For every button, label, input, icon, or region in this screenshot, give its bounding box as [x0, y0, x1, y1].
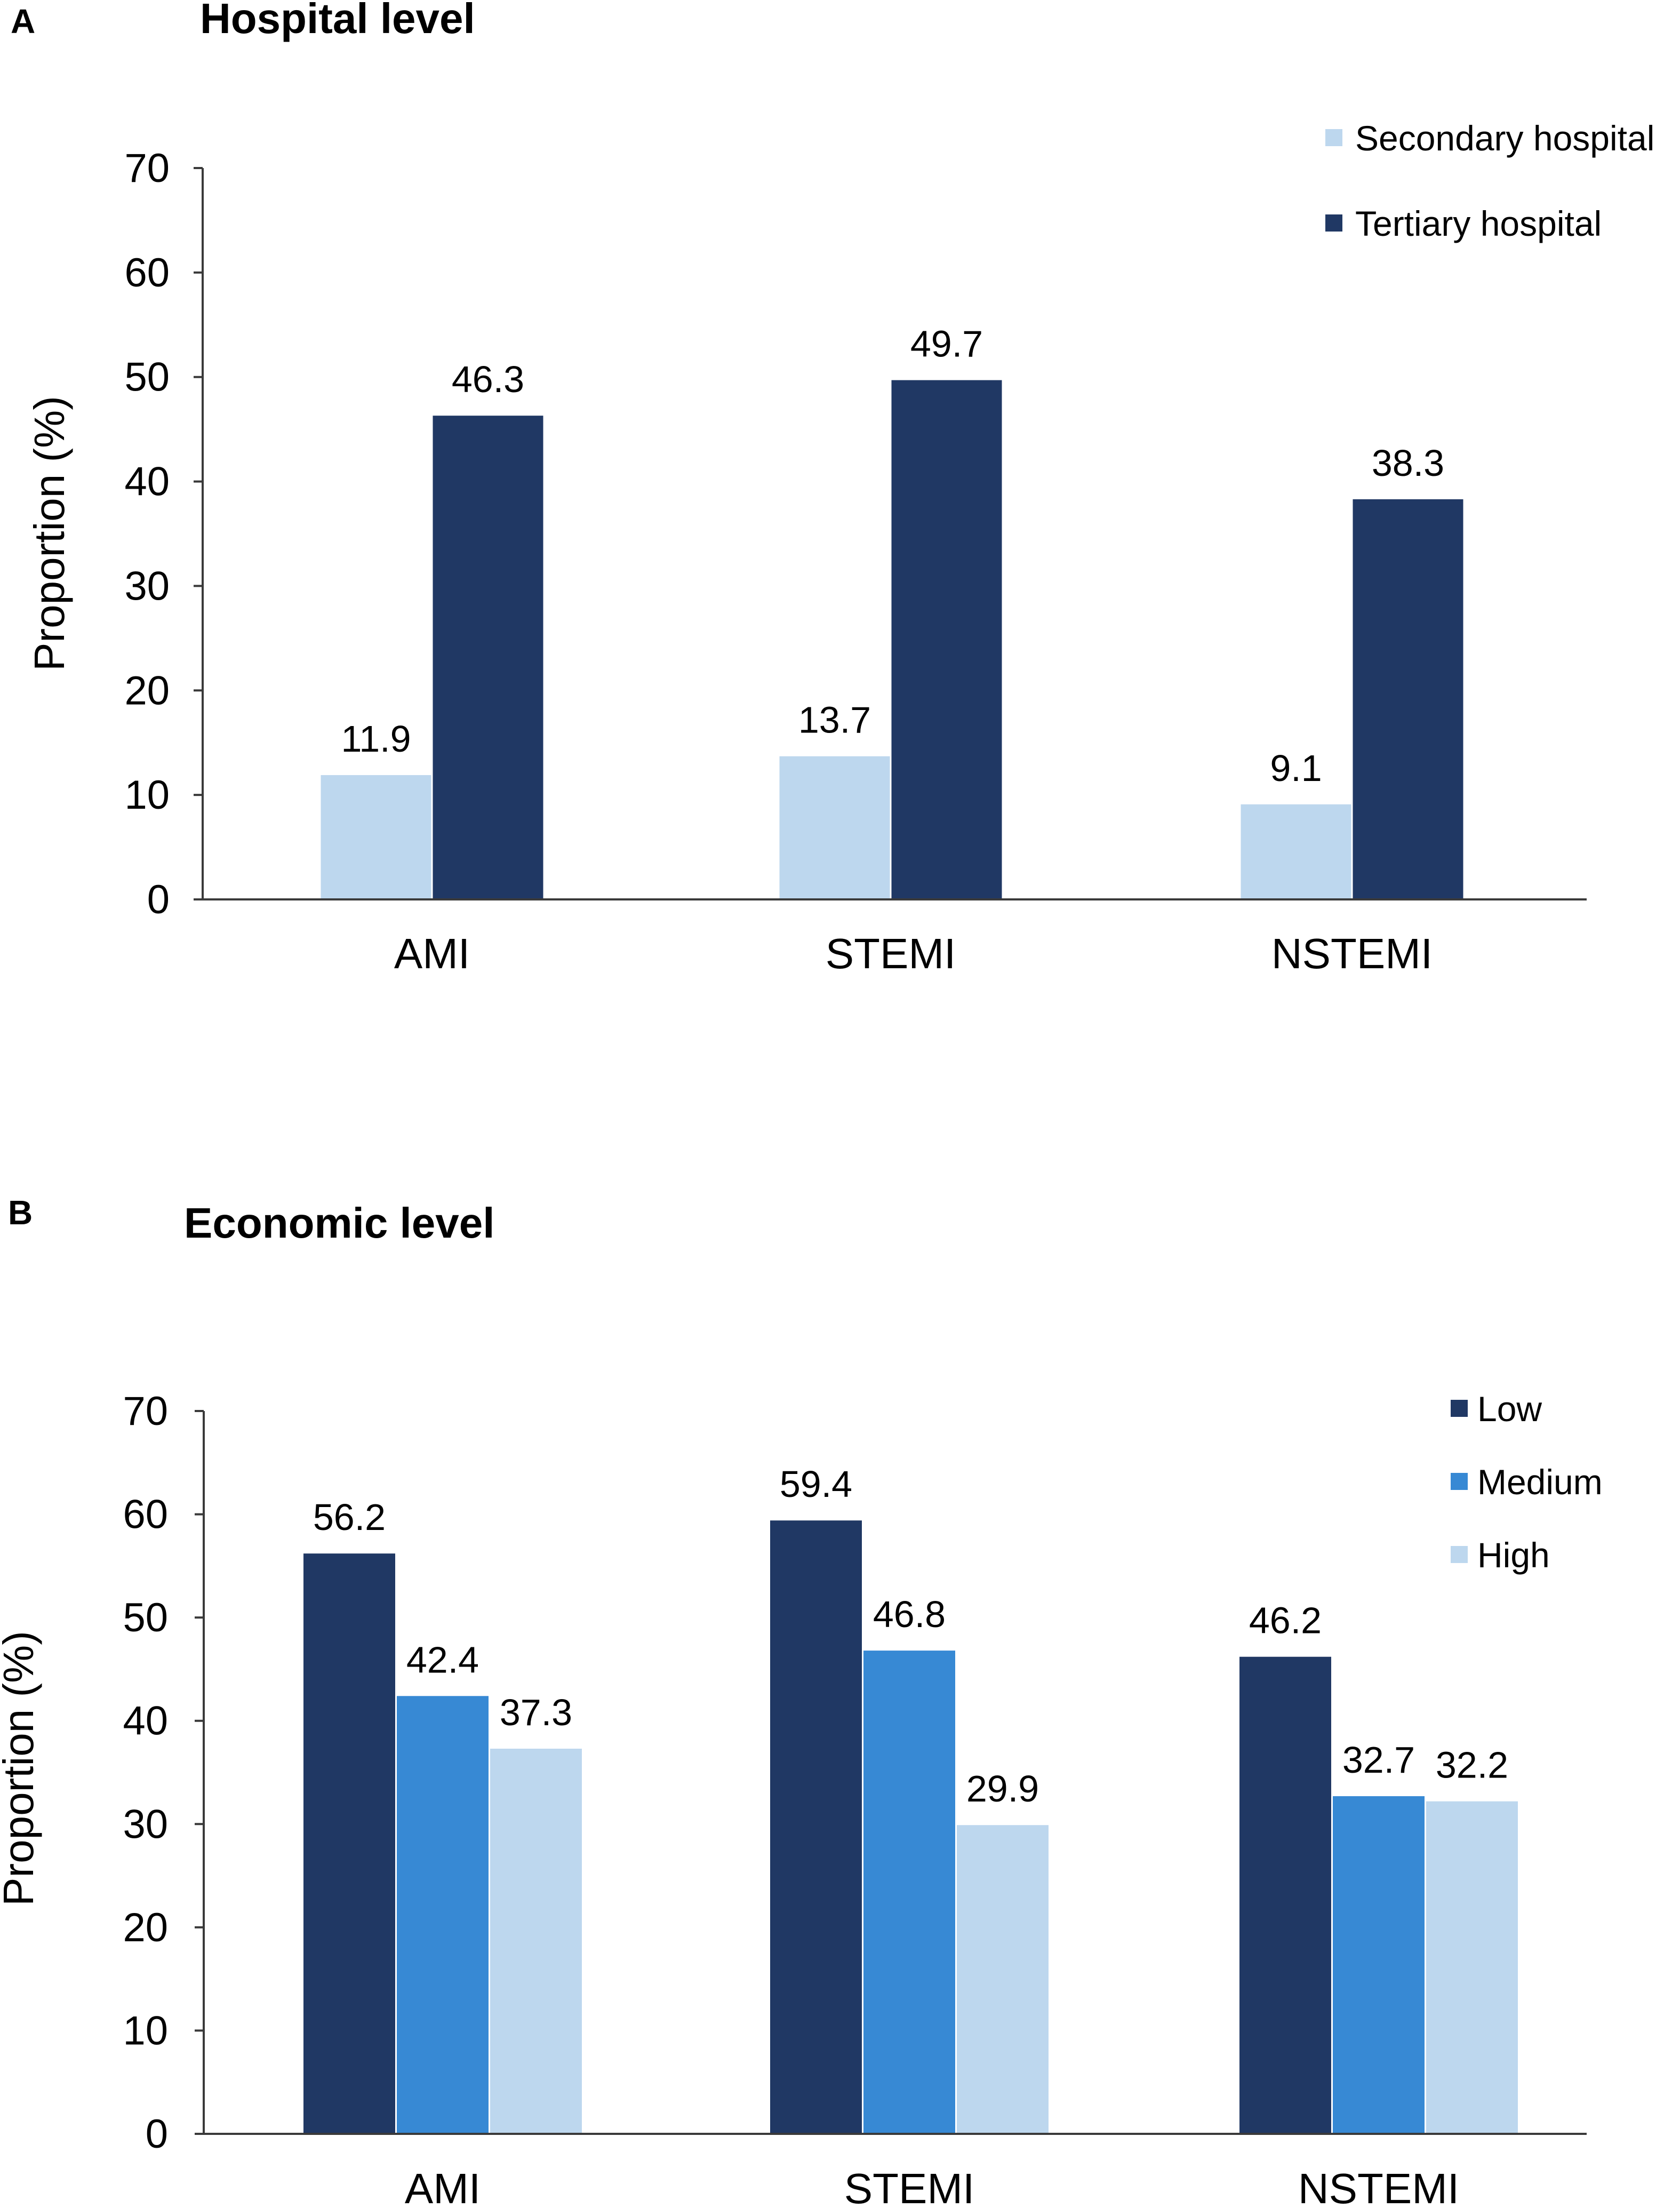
- panel-a-x-tick-labels: AMI STEMI NSTEMI: [394, 930, 1433, 977]
- panel-a-bar-nstemi-secondary-hospital: [1241, 804, 1351, 899]
- panel-a-y-tick-label: 40: [124, 459, 170, 505]
- panel-b-y-tick-label: 50: [123, 1595, 168, 1640]
- panel-a-data-label: 13.7: [798, 699, 871, 741]
- panel-a-y-axis-label: Proportion (%): [26, 396, 73, 671]
- panel-b-bar-stemi-medium: [863, 1651, 955, 2134]
- panel-b-x-tick-label: AMI: [405, 2165, 481, 2208]
- panel-a-data-label: 11.9: [341, 718, 411, 760]
- panel-b-data-label: 37.3: [500, 1692, 572, 1733]
- panel-b-title: Economic level: [184, 1199, 494, 1247]
- panel-b-y-tick-label: 60: [123, 1492, 168, 1537]
- panel-a-x-tick-label: NSTEMI: [1271, 930, 1433, 977]
- panel-a-legend-swatch: [1325, 214, 1342, 232]
- panel-a-bars: [321, 380, 1463, 899]
- panel-b-x-tick-label: NSTEMI: [1298, 2165, 1459, 2208]
- panel-b-bars: [303, 1520, 1518, 2134]
- panel-b-y-tick-label: 40: [123, 1699, 168, 1744]
- panel-b-bar-ami-high: [490, 1748, 582, 2134]
- panel-a-title: Hospital level: [200, 0, 475, 42]
- panel-a-letter: A: [11, 2, 35, 41]
- panel-b-data-label: 32.7: [1342, 1739, 1415, 1781]
- panel-b-bar-stemi-high: [957, 1825, 1049, 2134]
- panel-a-y-tick-label: 50: [124, 355, 170, 400]
- panel-b-x-tick-labels: AMI STEMI NSTEMI: [405, 2165, 1459, 2208]
- panel-a-legend-label: Secondary hospital: [1355, 118, 1654, 158]
- panel-b-data-label: 56.2: [313, 1496, 386, 1538]
- panel-b-y-tick-label: 0: [146, 2111, 168, 2157]
- panel-b-bar-ami-medium: [397, 1696, 489, 2134]
- panel-a-hospital-level: A Hospital level Proportion (%) 0 10 20 30 4…: [11, 0, 1654, 977]
- panel-b-x-tick-label: STEMI: [844, 2165, 974, 2208]
- panel-b-y-tick-label: 70: [123, 1389, 168, 1434]
- panel-b-y-axis: [195, 1410, 205, 2134]
- panel-a-y-tick-label: 0: [147, 877, 170, 922]
- panel-b-legend-label: Low: [1477, 1389, 1542, 1429]
- panel-b-data-label: 42.4: [406, 1639, 479, 1680]
- panel-a-bar-stemi-secondary-hospital: [779, 756, 890, 899]
- panel-b-legend-swatch: [1451, 1473, 1468, 1490]
- panel-a-bar-stemi-tertiary-hospital: [891, 380, 1002, 899]
- panel-b-data-label: 46.8: [873, 1593, 946, 1635]
- panel-b-bar-nstemi-medium: [1333, 1796, 1425, 2134]
- panel-b-data-label: 59.4: [780, 1463, 852, 1505]
- panel-b-data-label: 32.2: [1436, 1744, 1508, 1786]
- panel-b-data-label: 46.2: [1249, 1600, 1322, 1641]
- panel-b-bar-ami-low: [303, 1553, 395, 2134]
- panel-b-y-tick-label: 10: [123, 2008, 168, 2053]
- panel-a-legend-swatch: [1325, 129, 1342, 146]
- panel-a-y-ticks: 0 10 20 30 40 50 60 70: [124, 146, 203, 922]
- panel-a-bar-nstemi-tertiary-hospital: [1353, 499, 1463, 899]
- panel-b-y-tick-label: 30: [123, 1802, 168, 1847]
- panel-a-y-tick-label: 70: [124, 146, 170, 191]
- panel-b-y-tick-label: 20: [123, 1905, 168, 1950]
- panel-b-legend-label: Medium: [1477, 1462, 1603, 1502]
- panel-a-data-labels: 11.9 46.3 13.7 49.7 9.1 38.3: [341, 323, 1444, 789]
- panel-a-legend: Secondary hospital Tertiary hospital: [1325, 118, 1654, 243]
- panel-b-data-labels: 56.2 42.4 37.3 59.4 46.8 29.9 46.2 32.7 32.2: [313, 1463, 1508, 1810]
- panel-a-y-axis: [194, 167, 204, 899]
- panel-a-data-label: 46.3: [452, 358, 524, 400]
- panel-a-data-label: 49.7: [910, 323, 983, 365]
- panel-a-bar-ami-secondary-hospital: [321, 775, 431, 899]
- panel-b-legend-swatch: [1451, 1546, 1468, 1563]
- panel-b-bar-nstemi-high: [1426, 1801, 1518, 2134]
- panel-a-y-tick-label: 20: [124, 668, 170, 713]
- panel-b-legend-swatch: [1451, 1400, 1468, 1417]
- panel-b-bar-nstemi-low: [1239, 1656, 1331, 2134]
- panel-a-x-tick-label: STEMI: [826, 930, 956, 977]
- panel-a-y-tick-label: 60: [124, 250, 170, 296]
- panel-b-economic-level: B Economic level Proportion (%) 0 10 20 30 4…: [0, 1193, 1603, 2208]
- panel-a-data-label: 9.1: [1270, 747, 1322, 789]
- panel-a-x-tick-label: AMI: [394, 930, 470, 977]
- panel-b-y-axis-label: Proportion (%): [0, 1631, 42, 1906]
- panel-b-data-label: 29.9: [966, 1768, 1039, 1810]
- panel-b-legend-label: High: [1477, 1535, 1550, 1575]
- panel-a-legend-label: Tertiary hospital: [1355, 204, 1602, 243]
- panel-a-data-label: 38.3: [1372, 442, 1444, 484]
- panel-a-y-tick-label: 30: [124, 563, 170, 609]
- panel-b-y-ticks: 0 10 20 30 40 50 60 70: [123, 1389, 204, 2157]
- panel-b-legend: Low Medium High: [1451, 1389, 1603, 1575]
- panel-b-letter: B: [8, 1193, 33, 1232]
- panel-a-y-tick-label: 10: [124, 772, 170, 818]
- panel-b-bar-stemi-low: [770, 1520, 862, 2134]
- panel-a-bar-ami-tertiary-hospital: [433, 416, 543, 899]
